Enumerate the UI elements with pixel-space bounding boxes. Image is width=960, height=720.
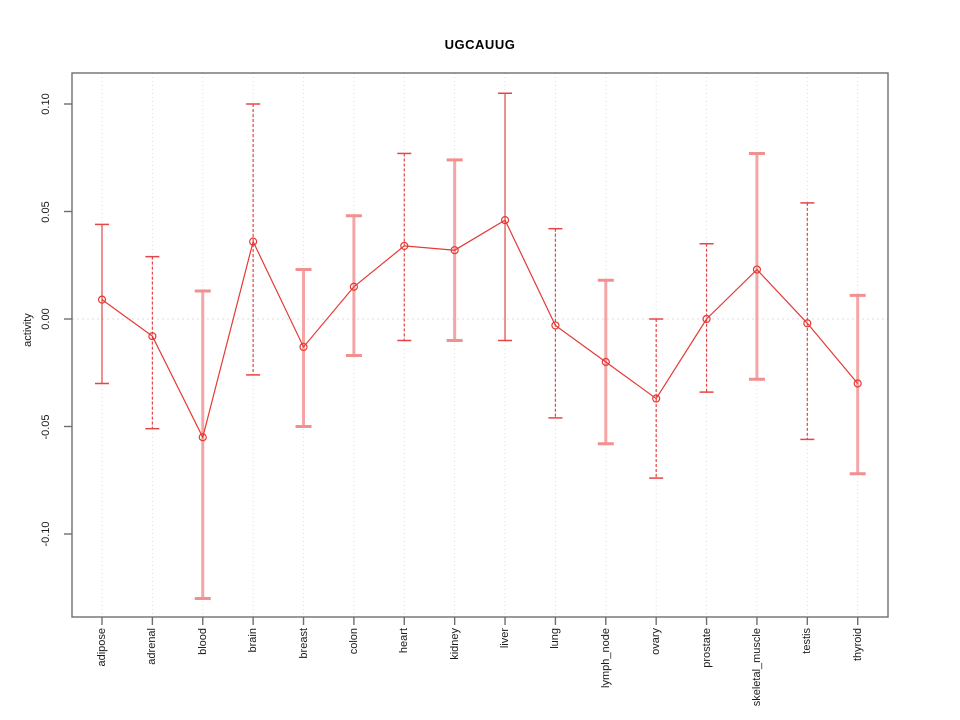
x-tick-label: kidney xyxy=(448,628,461,660)
x-tick-label: ovary xyxy=(650,628,663,655)
x-tick-label: adrenal xyxy=(146,628,159,665)
data-point xyxy=(349,282,358,291)
y-tick-label: 0.10 xyxy=(40,93,52,115)
x-tick-label: adipose xyxy=(96,628,108,667)
data-point xyxy=(198,433,207,442)
plot-box xyxy=(71,72,889,618)
data-point xyxy=(803,319,812,328)
x-tick-label: skeletal_muscle xyxy=(750,628,763,707)
data-point xyxy=(299,342,308,352)
x-tick-label: lymph_node xyxy=(599,628,612,688)
x-tick-label: liver xyxy=(499,628,512,649)
data-point xyxy=(97,295,107,304)
data-point xyxy=(752,265,762,274)
y-tick-label: -0.10 xyxy=(40,521,52,547)
x-tick-label: thyroid xyxy=(851,628,864,662)
data-line xyxy=(101,219,859,439)
data-point xyxy=(450,246,459,255)
x-tick-label: heart xyxy=(398,628,411,654)
data-point xyxy=(551,321,560,330)
x-tick-label: prostate xyxy=(700,628,713,668)
x-tick-label: brain xyxy=(247,628,260,653)
x-tick-label: testis xyxy=(801,628,814,654)
chart-title: UGCAUUG xyxy=(444,37,516,52)
data-point xyxy=(702,314,711,324)
y-tick-label: -0.05 xyxy=(40,413,52,440)
data-point xyxy=(249,237,258,246)
x-tick-label: colon xyxy=(347,628,360,655)
data-point xyxy=(400,241,409,250)
data-point xyxy=(601,357,610,367)
data-point xyxy=(148,332,157,341)
x-tick-label: lung xyxy=(549,628,562,649)
y-tick-label: 0.05 xyxy=(40,200,52,223)
y-tick-label: 0.00 xyxy=(40,308,52,330)
data-point xyxy=(652,394,661,403)
data-point xyxy=(853,379,862,388)
x-tick-label: breast xyxy=(297,628,310,659)
x-tick-label: blood xyxy=(196,628,209,655)
data-point xyxy=(500,216,510,225)
